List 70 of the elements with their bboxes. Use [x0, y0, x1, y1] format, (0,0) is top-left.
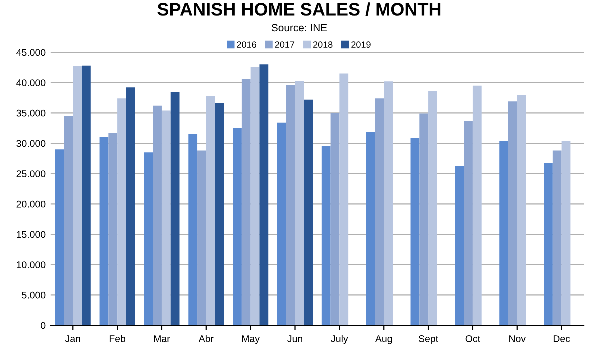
x-tick-label: Dec — [554, 336, 570, 342]
x-tick-label: Jan — [65, 336, 80, 342]
x-tick-label: Mar — [154, 336, 170, 342]
bar — [552, 150, 562, 326]
bar — [384, 82, 393, 326]
legend-label: 2018 — [313, 42, 333, 48]
y-tick-label: 35.000 — [16, 110, 46, 117]
bar — [170, 92, 180, 326]
bar — [250, 67, 260, 326]
bar — [517, 94, 526, 326]
bar — [73, 66, 82, 326]
bar — [277, 122, 286, 326]
bar — [153, 106, 162, 326]
bar — [508, 102, 518, 326]
bar — [126, 88, 136, 326]
bar — [233, 128, 242, 326]
bar — [428, 91, 438, 326]
bar — [544, 164, 553, 326]
bar — [188, 134, 198, 326]
bar — [340, 74, 349, 326]
bar — [562, 141, 571, 326]
bar — [260, 64, 269, 326]
bar — [304, 100, 314, 326]
y-tick-label: 25.000 — [16, 170, 46, 178]
bar — [162, 110, 171, 326]
x-tick-label: Jun — [288, 336, 302, 342]
bar — [64, 116, 74, 326]
bar — [206, 96, 216, 326]
x-tick-label: Oct — [466, 335, 480, 342]
bar — [500, 141, 508, 326]
bar — [144, 152, 154, 326]
x-tick-label: Nov — [510, 336, 526, 342]
x-tick-label: July — [331, 335, 348, 344]
bar — [118, 98, 126, 326]
bar — [322, 146, 331, 326]
bar — [82, 66, 91, 326]
legend-label: 2016 — [237, 42, 256, 48]
y-tick-label: 20.000 — [16, 200, 46, 208]
bar — [366, 132, 376, 326]
x-tick-label: Abr — [198, 335, 214, 342]
bar — [286, 85, 296, 326]
bar — [295, 81, 304, 326]
bar — [198, 150, 206, 326]
bar — [410, 138, 420, 326]
bar — [472, 86, 482, 326]
y-tick-label: 10.000 — [17, 262, 46, 268]
bar — [108, 133, 118, 326]
bar — [464, 121, 473, 326]
x-tick-label: May — [242, 336, 260, 344]
x-tick-label: Feb — [110, 335, 126, 342]
bar — [455, 166, 464, 326]
bar — [215, 103, 224, 326]
x-tick-label: Sept — [418, 335, 438, 344]
bar — [55, 150, 64, 326]
y-tick-label: 40.000 — [16, 80, 46, 86]
bar — [420, 114, 429, 326]
chart-title: SPANISH HOME SALES / MONTH — [158, 2, 441, 16]
bar — [375, 98, 384, 326]
y-tick-label: 0 — [41, 322, 46, 330]
legend-label: 2017 — [275, 42, 295, 48]
bar — [242, 79, 251, 326]
y-tick-label: 30.000 — [16, 140, 46, 148]
legend-label: 2019 — [352, 42, 371, 48]
chart-subtitle: Source: INE — [272, 24, 328, 32]
y-tick-label: 45.000 — [16, 49, 46, 56]
x-tick-label: Aug — [375, 336, 392, 344]
bar — [100, 137, 109, 326]
bar — [330, 113, 340, 326]
y-tick-label: 15.000 — [17, 231, 46, 238]
y-tick-label: 5.000 — [22, 292, 46, 299]
